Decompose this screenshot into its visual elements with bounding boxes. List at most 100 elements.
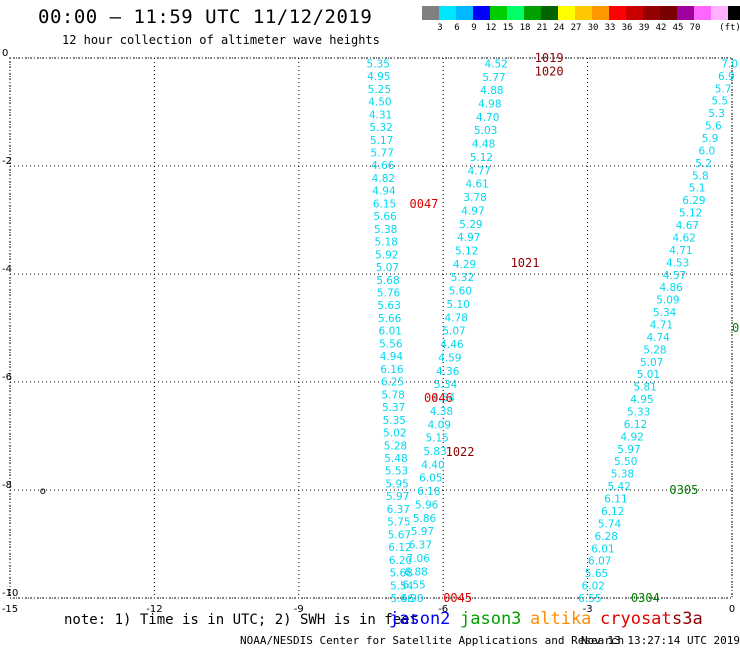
wave-height-value: 4.98 — [478, 98, 501, 110]
wave-height-value: 5.92 — [375, 249, 398, 261]
wave-height-value: 4.92 — [621, 431, 644, 443]
wave-height-value: 5.18 — [375, 237, 398, 249]
wave-height-value: 5.15 — [425, 433, 448, 445]
legend-label: (ft) — [719, 23, 740, 33]
satellite-legend-cryosat: cryosat — [600, 609, 672, 629]
wave-height-value: 6.88 — [404, 566, 427, 578]
wave-height-value: 5.50 — [614, 456, 637, 468]
wave-height-value: 3.78 — [463, 192, 486, 204]
legend-swatch — [524, 6, 541, 20]
wave-height-value: 6.0 — [699, 145, 716, 157]
legend-label: 45 — [672, 23, 684, 33]
wave-height-value: 4.36 — [436, 366, 460, 378]
legend-swatch — [592, 6, 609, 20]
wave-height-value: 5.38 — [374, 224, 397, 236]
wave-height-value: 5.9 — [702, 133, 719, 145]
wave-height-value: 5.48 — [384, 453, 407, 465]
legend-label: 42 — [655, 23, 667, 33]
wave-height-value: 6.55 — [402, 580, 425, 592]
legend-swatch — [422, 6, 439, 20]
wave-height-value: 6.12 — [624, 419, 647, 431]
y-tick-label: -6 — [2, 372, 12, 383]
wave-height-value: 5.81 — [633, 382, 656, 394]
wave-height-value: 6.12 — [601, 506, 624, 518]
pass-time-label: 0046 — [424, 391, 453, 405]
y-tick-label: -8 — [2, 480, 12, 491]
satellite-legend-altika: altika — [530, 609, 592, 629]
legend-swatch — [694, 6, 711, 20]
wave-height-value: 5.75 — [387, 517, 410, 529]
wave-height-value: 5.09 — [656, 295, 679, 307]
satellite-legend-s3a: s3a — [672, 609, 703, 629]
legend-swatch — [575, 6, 592, 20]
wave-height-value: 6.90 — [400, 593, 423, 605]
wave-height-value: 5.74 — [598, 518, 622, 530]
wave-height-value: 4.70 — [476, 112, 499, 124]
wave-height-value: 5.66 — [373, 211, 397, 223]
wave-height-value: 5.32 — [369, 122, 392, 134]
wave-height-value: 4.48 — [472, 139, 495, 151]
wave-height-value: 5.54 — [390, 580, 414, 592]
wave-height-value: 5.97 — [411, 526, 434, 538]
legend-label: 36 — [621, 23, 633, 33]
pass-time-label: 030 — [732, 321, 740, 335]
legend-swatch — [558, 6, 575, 20]
wave-height-value: 4.66 — [371, 160, 395, 172]
location-marker: o — [40, 486, 46, 497]
legend-label: 18 — [519, 23, 531, 33]
wave-height-value: 4.95 — [367, 71, 390, 83]
wave-height-value: 5.77 — [371, 148, 394, 160]
wave-height-value: 6.9 — [718, 71, 735, 83]
wave-height-value: 5.60 — [449, 286, 472, 298]
wave-height-value: 4.78 — [444, 312, 467, 324]
wave-height-value: 4.40 — [421, 459, 444, 471]
wave-height-value: 6.16 — [380, 364, 404, 376]
wave-height-value: 5.29 — [459, 219, 482, 231]
wave-height-value: 6.07 — [588, 556, 611, 568]
wave-height-value: 5.66 — [378, 313, 402, 325]
wave-height-value: 5.34 — [653, 307, 677, 319]
wave-height-value: 5.33 — [627, 407, 650, 419]
wave-height-value: 4.95 — [630, 394, 653, 406]
wave-height-value: 5.8 — [692, 170, 709, 182]
wave-height-value: 5.5 — [712, 96, 729, 108]
wave-height-value: 6.01 — [379, 326, 402, 338]
wave-height-value: 4.54 — [432, 393, 456, 405]
wave-height-value: 5.12 — [470, 152, 493, 164]
wave-height-value: 5.35 — [383, 415, 406, 427]
wave-height-value: 5.12 — [679, 208, 702, 220]
wave-height-value: 6.29 — [682, 195, 705, 207]
legend-swatch — [711, 6, 728, 20]
wave-height-value: 4.50 — [368, 97, 391, 109]
wave-height-value: 6.15 — [373, 198, 396, 210]
wave-height-value: 5.2 — [695, 158, 712, 170]
wave-height-value: 4.62 — [672, 232, 695, 244]
wave-height-value: 6.37 — [387, 504, 410, 516]
wave-height-value: 5.02 — [383, 428, 406, 440]
chart-subtitle: 12 hour collection of altimeter wave hei… — [62, 33, 380, 47]
wave-height-value: 6.20 — [389, 555, 412, 567]
wave-height-value: 5.96 — [415, 499, 439, 511]
wave-height-value: 5.28 — [643, 344, 666, 356]
legend-label: 27 — [570, 23, 582, 33]
wave-height-value: 5.03 — [474, 125, 497, 137]
legend-label: 21 — [536, 23, 548, 33]
satellite-legend-jason3: jason3 — [460, 609, 522, 629]
legend-label: 24 — [553, 23, 565, 33]
wave-height-value: 4.46 — [440, 339, 464, 351]
legend-swatch — [473, 6, 490, 20]
x-tick-label: -12 — [146, 604, 162, 615]
y-tick-label: -4 — [2, 264, 12, 275]
wave-height-value: 4.88 — [480, 85, 503, 97]
wave-height-value: 5.10 — [447, 299, 470, 311]
pass-time-label: 1021 — [511, 256, 540, 270]
x-tick-label: 0 — [729, 604, 735, 615]
wave-height-value: 5.77 — [482, 72, 505, 84]
pass-time-label: 0305 — [669, 483, 698, 497]
wave-height-value: 5.68 — [389, 568, 412, 580]
pass-time-label: 0047 — [410, 197, 439, 211]
wave-height-value: 5.86 — [413, 513, 437, 525]
wave-height-value: 5.3 — [708, 108, 725, 120]
wave-height-value: 7.0 — [721, 58, 738, 70]
wave-height-value: 5.37 — [382, 402, 405, 414]
